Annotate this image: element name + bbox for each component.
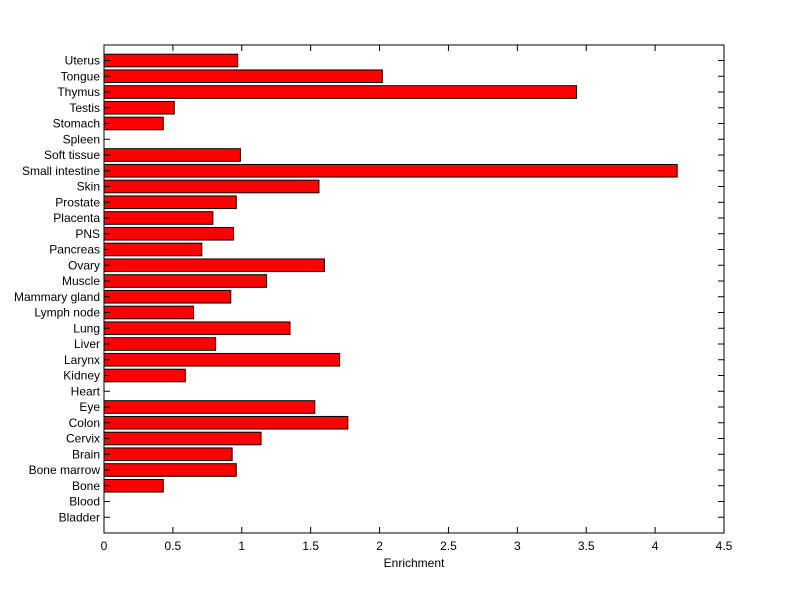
x-tick-label-2: 2 — [376, 539, 383, 553]
x-tick-label-0: 0 — [101, 539, 108, 553]
y-tick-label-mammary-gland: Mammary gland — [14, 290, 100, 304]
bar-bone-marrow — [103, 463, 237, 477]
bar-brain — [103, 447, 233, 462]
y-tick-label-bladder: Bladder — [59, 510, 100, 524]
x-tick-label-1: 1 — [238, 539, 245, 553]
x-tick-label-4-5: 4.5 — [716, 539, 733, 553]
y-tick-label-kidney: Kidney — [63, 369, 100, 383]
x-tick-label-2-5: 2.5 — [440, 539, 457, 553]
y-tick-label-soft-tissue: Soft tissue — [44, 148, 100, 162]
bar-lung — [103, 321, 291, 336]
bar-testis — [103, 100, 175, 115]
bars-group — [103, 53, 678, 493]
y-tick-label-ovary: Ovary — [68, 258, 100, 272]
bar-liver — [103, 337, 217, 351]
bar-muscle — [103, 274, 268, 288]
bar-ovary — [103, 258, 325, 273]
y-tick-label-lymph-node: Lymph node — [34, 306, 100, 320]
bar-mammary-gland — [103, 289, 232, 304]
y-tick-label-cervix: Cervix — [66, 432, 100, 446]
y-tick-label-heart: Heart — [71, 384, 101, 398]
bar-larynx — [103, 352, 341, 367]
y-tick-label-larynx: Larynx — [64, 353, 100, 367]
y-tick-label-liver: Liver — [74, 337, 100, 351]
y-tick-label-colon: Colon — [69, 416, 100, 430]
bar-pancreas — [103, 242, 203, 257]
y-tick-label-pancreas: Pancreas — [49, 243, 100, 257]
y-tick-label-uterus: Uterus — [65, 54, 100, 68]
y-tick-label-bone: Bone — [72, 479, 100, 493]
bar-small-intestine — [103, 163, 678, 178]
bar-skin — [103, 179, 320, 194]
y-tick-label-testis: Testis — [69, 101, 100, 115]
bar-eye — [103, 400, 316, 414]
y-tick-label-stomach: Stomach — [53, 117, 100, 131]
bar-bone — [103, 478, 164, 493]
y-tick-label-small-intestine: Small intestine — [22, 164, 100, 178]
bar-pns — [103, 226, 235, 241]
x-ticks-group: 0 0.5 1 1.5 2 2.5 3 3.5 4 4.5 — [101, 45, 733, 553]
y-tick-label-pns: PNS — [75, 227, 100, 241]
y-tick-label-placenta: Placenta — [53, 211, 100, 225]
y-tick-label-lung: Lung — [73, 321, 100, 335]
y-tick-label-spleen: Spleen — [63, 132, 100, 146]
bar-cervix — [103, 431, 262, 446]
x-tick-label-0-5: 0.5 — [165, 539, 182, 553]
bar-soft-tissue — [103, 148, 241, 162]
y-tick-label-bone-marrow: Bone marrow — [29, 463, 101, 477]
bar-stomach — [103, 116, 164, 131]
y-tick-label-muscle: Muscle — [62, 274, 100, 288]
y-tick-label-blood: Blood — [69, 495, 100, 509]
bar-placenta — [103, 211, 214, 225]
y-tick-label-tongue: Tongue — [61, 69, 101, 83]
bar-tongue — [103, 69, 383, 84]
y-tick-label-prostate: Prostate — [55, 195, 100, 209]
y-tick-label-brain: Brain — [72, 447, 100, 461]
x-tick-label-3-5: 3.5 — [578, 539, 595, 553]
bar-colon — [103, 415, 349, 430]
x-tick-label-4: 4 — [652, 539, 659, 553]
bar-thymus — [103, 85, 578, 99]
bar-uterus — [103, 53, 239, 68]
x-axis-label: Enrichment — [384, 556, 445, 570]
y-tick-label-eye: Eye — [79, 400, 100, 414]
x-tick-label-3: 3 — [514, 539, 521, 553]
x-tick-label-1-5: 1.5 — [302, 539, 319, 553]
y-tick-label-skin: Skin — [77, 180, 100, 194]
y-tick-label-thymus: Thymus — [57, 85, 100, 99]
bar-prostate — [103, 195, 237, 210]
bar-kidney — [103, 368, 186, 383]
bar-lymph-node — [103, 305, 195, 320]
